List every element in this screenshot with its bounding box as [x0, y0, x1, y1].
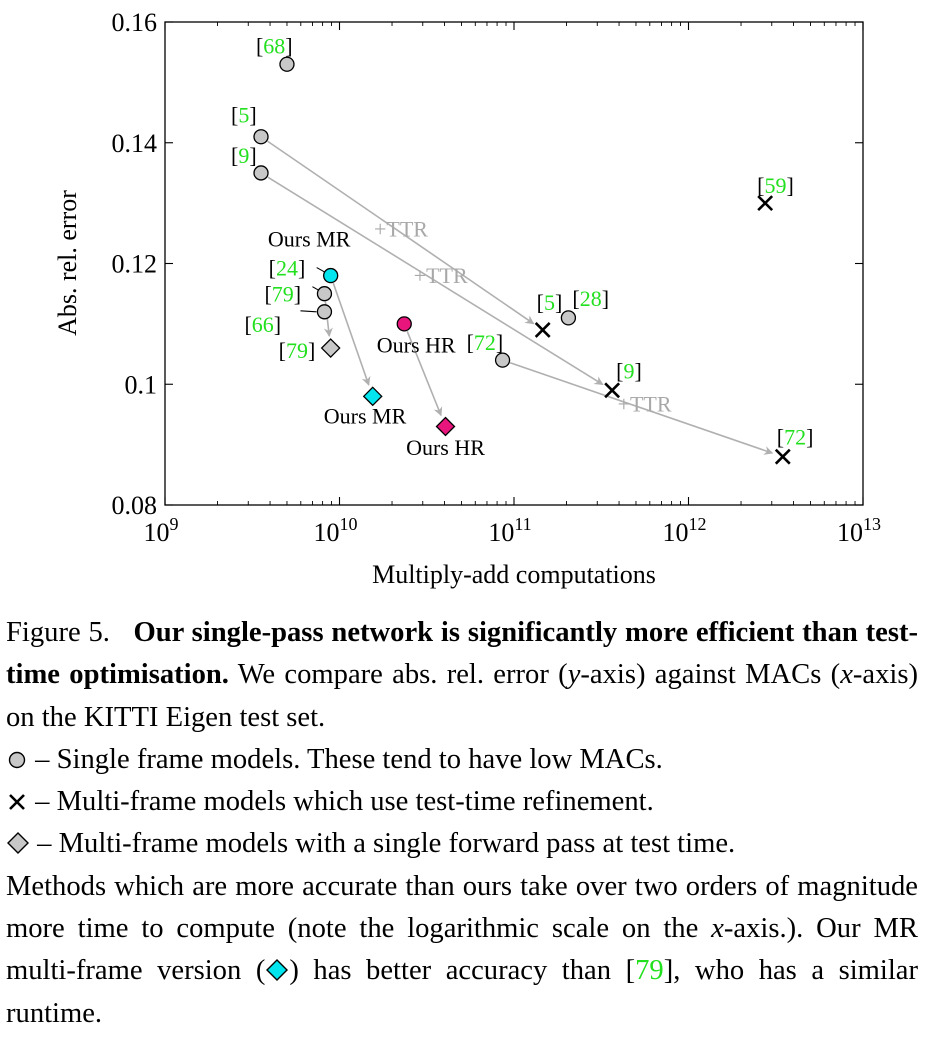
point-p72c — [494, 352, 511, 368]
point-phrd — [435, 416, 456, 437]
point-label-x59: [59] — [757, 173, 794, 198]
legend-cross-icon — [9, 794, 25, 811]
caption-intro-x: x — [840, 659, 853, 691]
point-label-p79c: [79] — [264, 282, 301, 307]
point-p28 — [560, 310, 577, 326]
point-label-x72: [72] — [777, 425, 814, 450]
point-pmrd — [362, 386, 383, 407]
arrow-phr-to-phrd — [406, 330, 443, 417]
annotation-5: Ours MR — [324, 403, 407, 428]
figure-caption: Figure 5. Our single-pass network is sig… — [6, 612, 918, 1035]
annotation-1: +TTR — [414, 263, 468, 288]
point-phr — [396, 316, 412, 332]
arrow-p9-to-x9 — [267, 176, 604, 386]
annotation-0: +TTR — [374, 216, 428, 241]
y-tick-label: 0.14 — [112, 129, 158, 158]
arrow-layer — [267, 140, 774, 455]
x-tick-label: 1010 — [314, 514, 358, 547]
arrow-p72c-to-x72 — [509, 361, 774, 455]
legend-diamond-text: – Multi-frame models with a single forwa… — [30, 828, 736, 860]
leader-line-p66 — [300, 310, 317, 313]
caption-body-a: Methods which are more accurate than our… — [6, 870, 918, 945]
caption-body-d: ], who has a similar runtime. — [6, 955, 919, 1029]
axis-ticks: 109 1010 1011 1012 1013 0.08 0.1 0.12 0.14 0.16 — [112, 8, 882, 547]
y-tick-label: 0.08 — [112, 491, 158, 520]
y-axis-label: Abs. rel. error — [53, 190, 82, 336]
legend-cross-text: – Multi-frame models which use test-time… — [28, 786, 654, 818]
point-label-x5: [5] — [537, 290, 563, 315]
caption-intro-b: -axis) against MACs ( — [580, 659, 841, 691]
y-tick-label: 0.16 — [112, 8, 158, 37]
caption-intro-c: -axis) on the KITTI Eigen test set. — [6, 659, 918, 733]
x-tick-label: 1013 — [837, 514, 881, 547]
point-p79c — [316, 286, 333, 302]
point-label-p24: [24] — [269, 256, 306, 281]
point-p66 — [316, 304, 333, 320]
legend-diamond-icon — [7, 832, 29, 855]
y-tick-label: 0.12 — [112, 250, 158, 279]
point-p9 — [253, 165, 269, 181]
point-label-p5: [5] — [231, 103, 257, 128]
point-p68 — [279, 56, 295, 72]
point-label-x9: [9] — [616, 358, 642, 383]
point-x59 — [757, 195, 774, 212]
point-p24 — [323, 267, 339, 284]
arrow-p5-to-x5 — [267, 140, 535, 325]
caption-intro-y: y — [567, 659, 581, 691]
x-tick-label: 1012 — [663, 514, 707, 547]
arrow-p24-to-pmrd — [332, 282, 371, 386]
x-tick-label: 1011 — [488, 514, 531, 547]
scatter-chart: 109 1010 1011 1012 1013 0.08 0.1 0.12 0.14 0.16 +… — [53, 8, 882, 589]
point-x9 — [604, 382, 621, 399]
point-x5 — [534, 321, 551, 338]
point-layer: [68][5][9][79][66][72][28][24][79][5][9]… — [231, 33, 814, 465]
y-tick-label: 0.1 — [125, 370, 158, 399]
annotation-2: +TTR — [618, 391, 672, 416]
annotation-6: Ours HR — [406, 435, 485, 460]
legend-circle-text: – Single frame models. These tend to hav… — [28, 743, 663, 775]
caption-title: Our single-pass network is significantly… — [6, 617, 919, 691]
point-p5 — [253, 129, 269, 145]
point-p79d — [320, 338, 341, 358]
x-axis-label: Multiply-add computations — [372, 560, 656, 589]
mr-diamond-icon — [266, 959, 289, 982]
point-label-p66: [66] — [244, 312, 281, 337]
caption-body-b: -axis.). Our MR multi-frame version ( — [6, 913, 918, 987]
figure-label: Figure 5. — [6, 617, 110, 648]
point-x72 — [774, 448, 791, 465]
point-label-p72c: [72] — [467, 330, 504, 355]
caption-ref-79: 79 — [635, 955, 664, 987]
caption-body-x: x — [711, 913, 724, 945]
point-label-p9: [9] — [231, 143, 257, 168]
caption-intro-a: We compare abs. rel. error ( — [237, 659, 568, 691]
legend-circle-icon — [8, 751, 26, 769]
annotation-layer: +TTR +TTR +TTR Ours MR Ours HR Ours MR Ours HR — [268, 216, 672, 460]
point-label-p68: [68] — [256, 33, 293, 58]
caption-body-c: ) has better accuracy than [ — [289, 955, 636, 987]
point-label-p28: [28] — [572, 286, 609, 311]
annotation-3: Ours MR — [268, 227, 351, 252]
x-tick-label: 109 — [144, 514, 179, 547]
point-label-p79d: [79] — [279, 338, 316, 363]
annotation-4: Ours HR — [377, 332, 456, 357]
